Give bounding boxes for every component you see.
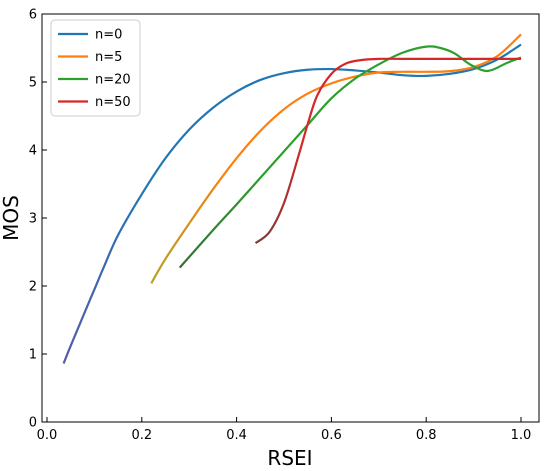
x-tick-label: 0.4: [226, 428, 247, 443]
x-tick-label: 0.6: [321, 428, 342, 443]
series-line-n=20: [178, 45, 522, 269]
series-layer: [62, 33, 522, 364]
legend-label-n=5: n=5: [95, 50, 122, 65]
x-tick-label: 0.0: [37, 428, 58, 443]
x-axis-ticks: 0.0 0.2 0.4 0.6 0.8 1.0: [37, 417, 532, 443]
y-tick-label: 1: [29, 348, 37, 363]
series-line-n=5: [150, 33, 522, 284]
legend: n=0 n=5 n=20 n=50: [50, 19, 141, 117]
legend-label-n=20: n=20: [95, 73, 131, 88]
y-tick-label: 2: [29, 280, 37, 295]
series-line-n=50: [254, 57, 521, 245]
series-line-n=0: [62, 43, 522, 364]
x-tick-label: 0.8: [416, 428, 437, 443]
legend-label-n=0: n=0: [95, 28, 122, 43]
y-tick-label: 5: [29, 76, 37, 91]
legend-label-n=50: n=50: [95, 95, 131, 110]
y-tick-label: 4: [29, 144, 37, 159]
y-tick-label: 3: [29, 212, 37, 227]
y-tick-label: 0: [29, 416, 37, 431]
y-axis-ticks: 0 1 2 3 4 5 6: [29, 8, 47, 431]
x-axis-title: RSEI: [267, 446, 312, 470]
y-axis-title: MOS: [0, 195, 23, 241]
x-tick-label: 1.0: [511, 428, 532, 443]
y-tick-label: 6: [29, 8, 37, 23]
x-tick-label: 0.2: [131, 428, 152, 443]
legend-box: [50, 19, 141, 117]
